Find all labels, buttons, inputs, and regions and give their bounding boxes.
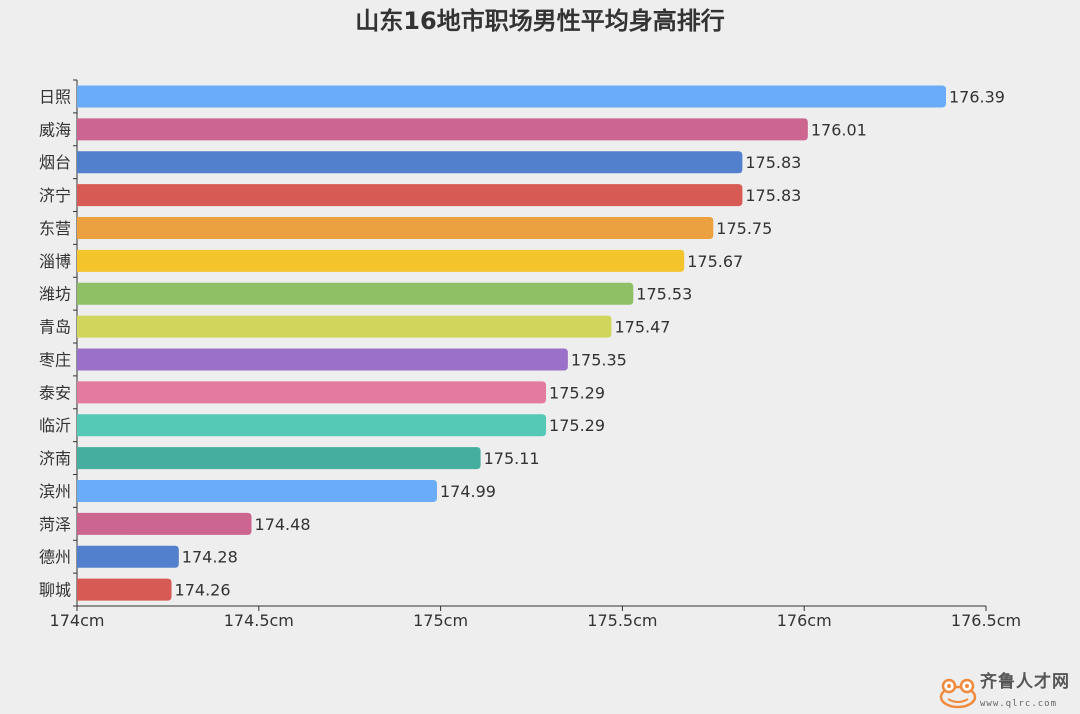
category-label: 潍坊 — [39, 285, 71, 304]
data-label: 175.75 — [716, 219, 772, 238]
x-tick-label: 176cm — [777, 611, 832, 630]
category-label: 菏泽 — [39, 515, 71, 534]
bar-滨州 — [77, 479, 437, 502]
category-label: 青岛 — [39, 318, 71, 337]
x-tick-label: 176.5cm — [951, 611, 1021, 630]
category-label: 泰安 — [39, 383, 71, 402]
bar-潍坊 — [77, 282, 634, 305]
bar-烟台 — [77, 151, 743, 174]
category-label: 济宁 — [39, 186, 71, 205]
bar-枣庄 — [77, 348, 568, 371]
category-label: 烟台 — [39, 153, 71, 172]
data-label: 175.11 — [484, 449, 540, 468]
category-label: 德州 — [39, 548, 71, 567]
data-label: 176.01 — [811, 120, 867, 139]
bar-德州 — [77, 545, 179, 568]
data-label: 174.99 — [440, 482, 496, 501]
bar-东营 — [77, 216, 714, 239]
data-label: 175.83 — [745, 186, 801, 205]
data-label: 175.83 — [745, 153, 801, 172]
data-label: 175.47 — [614, 318, 670, 337]
bar-聊城 — [77, 578, 172, 601]
bar-日照 — [77, 85, 947, 108]
data-label: 174.48 — [255, 515, 311, 534]
category-label: 威海 — [39, 120, 71, 139]
data-label: 175.35 — [571, 350, 627, 369]
bar-青岛 — [77, 315, 612, 338]
category-label: 日照 — [39, 87, 71, 106]
x-tick-label: 175.5cm — [587, 611, 657, 630]
bar-威海 — [77, 118, 808, 141]
x-tick-label: 174cm — [50, 611, 105, 630]
x-tick-label: 174.5cm — [224, 611, 294, 630]
bar-济南 — [77, 447, 481, 470]
data-label: 175.67 — [687, 252, 743, 271]
bar-临沂 — [77, 414, 547, 437]
data-label: 174.26 — [175, 581, 231, 600]
category-label: 聊城 — [39, 581, 71, 600]
x-tick-label: 175cm — [413, 611, 468, 630]
watermark-logo: 齐鲁人才网 www.qlrc.com — [938, 672, 1080, 714]
watermark-url: www.qlrc.com — [980, 699, 1058, 709]
category-label: 东营 — [39, 219, 71, 238]
category-label: 淄博 — [39, 252, 71, 271]
category-label: 滨州 — [39, 482, 71, 501]
data-label: 175.53 — [636, 285, 692, 304]
data-label: 175.29 — [549, 383, 605, 402]
watermark-name: 齐鲁人才网 — [980, 672, 1070, 692]
chart-title: 山东16地市职场男性平均身高排行 — [355, 7, 725, 35]
category-label: 济南 — [39, 449, 71, 468]
category-label: 临沂 — [39, 416, 71, 435]
category-label: 枣庄 — [39, 350, 71, 369]
bar-济宁 — [77, 184, 743, 207]
data-label: 175.29 — [549, 416, 605, 435]
bar-菏泽 — [77, 512, 252, 535]
frog-logo-icon — [939, 678, 977, 709]
bar-泰安 — [77, 381, 547, 404]
data-label: 176.39 — [949, 87, 1005, 106]
bar-淄博 — [77, 249, 685, 272]
data-label: 174.28 — [182, 548, 238, 567]
